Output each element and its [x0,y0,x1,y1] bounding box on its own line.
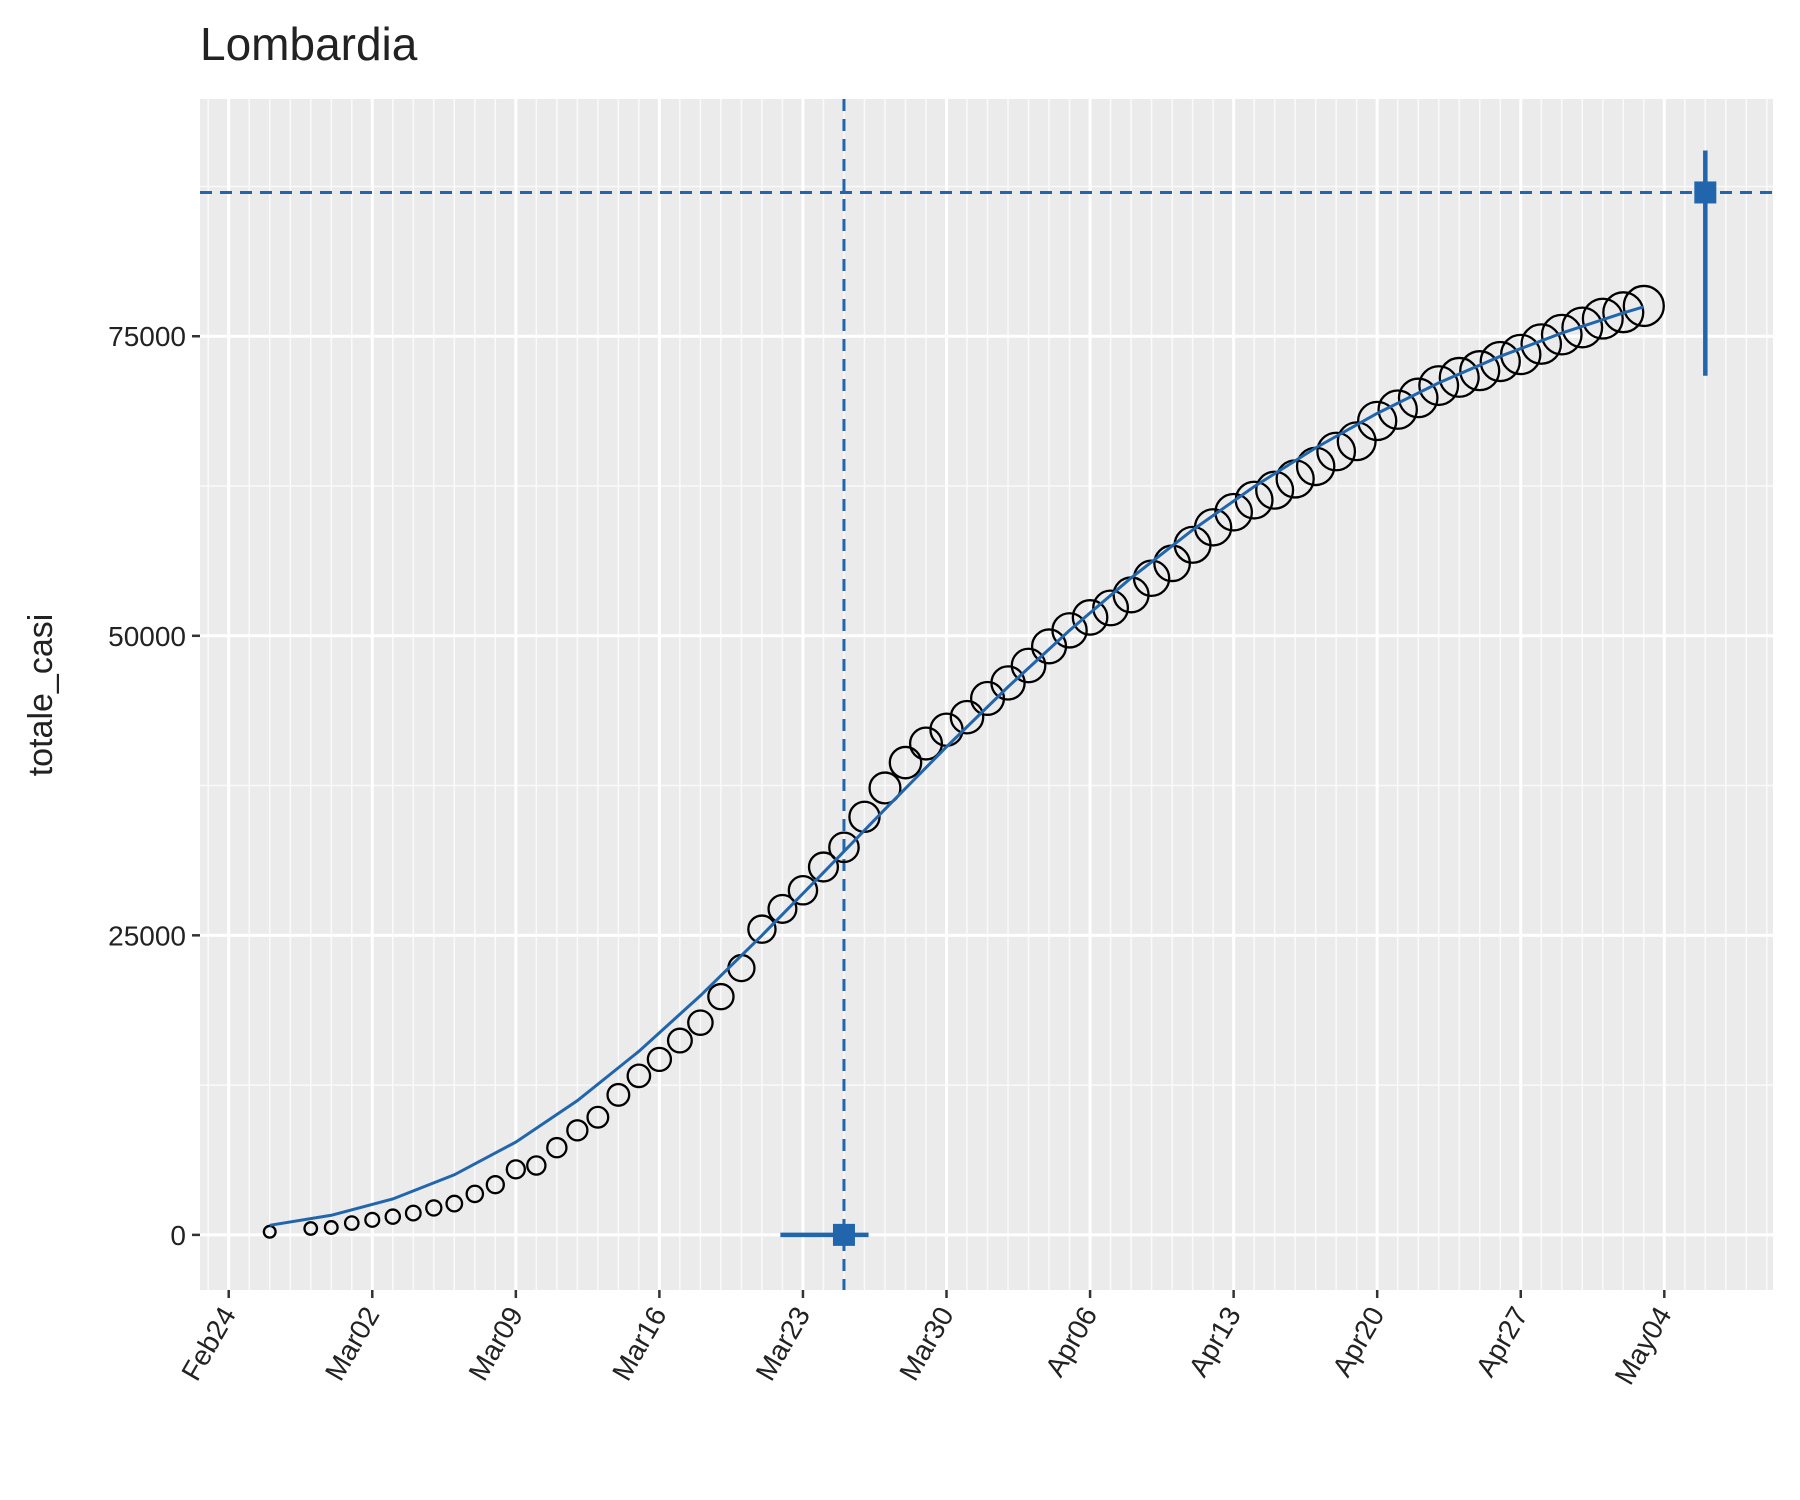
data-point [505,1159,526,1180]
plateau-marker [1694,181,1717,204]
panel-background [200,99,1773,1290]
data-point [364,1211,381,1228]
data-point [1540,313,1583,356]
data-point [1010,647,1047,684]
data-point [262,1224,277,1239]
data-point [666,1027,693,1054]
data-point [546,1136,568,1159]
x-tick-label: Mar02 [319,1302,386,1386]
data-point [606,1082,631,1107]
data-point [707,982,735,1011]
data-point [687,1009,714,1036]
data-point [1479,340,1521,383]
data-point [1316,431,1357,472]
data-point [1418,365,1460,407]
data-point [1622,284,1665,328]
data-point [1071,599,1109,636]
x-tick-label: Feb24 [175,1302,242,1386]
data-point [1438,356,1480,398]
y-tick-label: 0 [170,1220,186,1251]
y-axis-label: totale_casi [22,614,60,777]
data-point [828,831,860,864]
data-point [949,699,985,735]
flex-marker [832,1223,855,1246]
data-point [465,1184,485,1204]
data-point [1336,421,1377,462]
data-point [1051,612,1088,649]
data-point [1581,297,1624,340]
data-point [445,1194,464,1213]
data-point [908,726,944,761]
data-point [1520,323,1563,365]
data-point [1459,350,1501,392]
data-point [1255,470,1295,510]
y-tick-label: 75000 [108,321,186,352]
data-point [343,1215,360,1231]
data-point [586,1105,610,1129]
data-point [626,1063,652,1089]
fit-line [269,305,1645,1227]
data-point [747,914,777,944]
chart-title: Lombardia [200,18,418,70]
x-tick-label: May04 [1609,1302,1678,1390]
data-point [303,1221,319,1236]
data-point [1356,400,1398,442]
data-point [888,745,923,780]
data-point [1377,389,1418,430]
data-point [384,1208,402,1225]
data-point [807,851,840,883]
x-tick-label: Mar09 [462,1302,529,1386]
data-point [425,1199,443,1217]
data-point [1602,291,1645,334]
data-point [646,1046,673,1073]
data-point [485,1175,505,1195]
x-tick-label: Apr20 [1326,1302,1390,1382]
data-point [1561,306,1604,349]
data-point [1397,377,1439,419]
data-point [767,893,798,924]
data-point [404,1204,422,1222]
x-tick-label: Mar30 [893,1302,960,1386]
data-point [566,1119,589,1142]
data-point [868,771,902,805]
x-tick-label: Mar16 [606,1302,673,1386]
data-point [323,1220,339,1236]
data-point [787,874,819,906]
y-tick-label: 50000 [108,621,186,652]
x-tick-label: Apr06 [1039,1302,1103,1382]
x-tick-label: Apr27 [1470,1302,1534,1382]
x-tick-label: Apr13 [1183,1302,1247,1382]
data-point [526,1155,547,1176]
data-point [1092,589,1130,627]
x-tick-label: Mar23 [750,1302,817,1386]
y-tick-label: 25000 [108,920,186,951]
